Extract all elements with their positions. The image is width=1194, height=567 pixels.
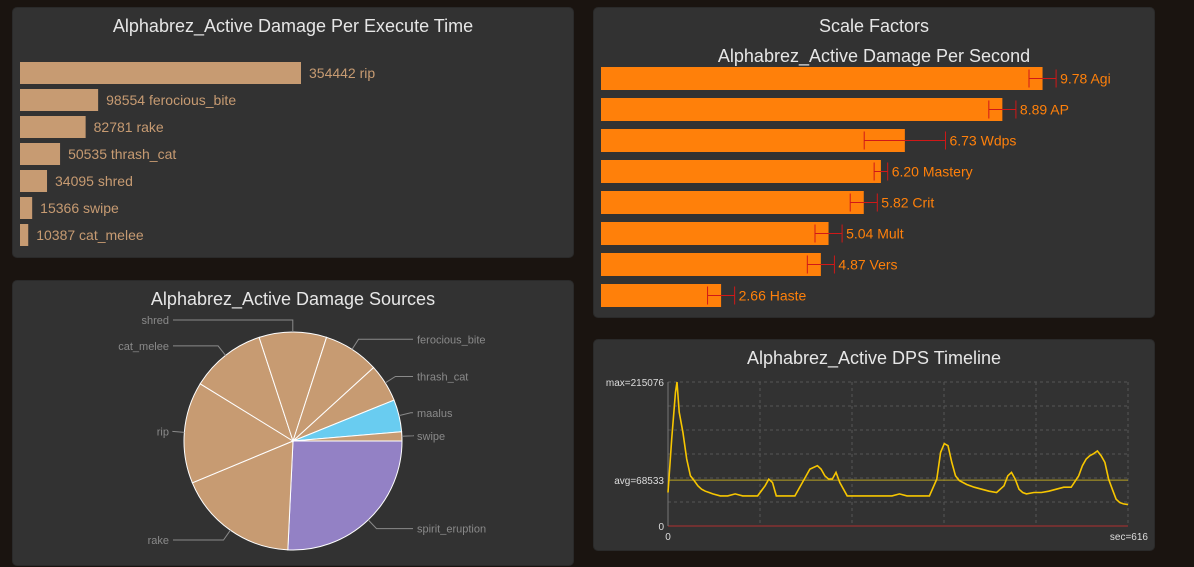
scale-bar-label-Mastery: 6.20 Mastery — [892, 164, 973, 180]
svg-text:maalus: maalus — [417, 408, 453, 420]
svg-text:ferocious_bite: ferocious_bite — [417, 334, 486, 346]
scale-bar-label-Mult: 5.04 Mult — [846, 226, 904, 242]
scale-bar-Wdps — [601, 129, 905, 152]
pie-label-cat_melee: cat_melee — [118, 341, 226, 356]
execute-bar-thrash_cat — [20, 143, 61, 165]
execute-bar-rake — [20, 116, 86, 138]
scale-errorbar-Mult — [814, 224, 843, 243]
pie-label-ferocious_bite: ferocious_bite — [351, 334, 486, 350]
scale-bar-Haste — [601, 284, 722, 307]
pie-slice-cat_melee — [199, 336, 294, 443]
execute-bar-label-rip: 354442 rip — [309, 65, 375, 81]
scale-errorbar-Mastery — [873, 162, 889, 181]
pie-label-maalus: maalus — [398, 408, 453, 420]
svg-text:thrash_cat: thrash_cat — [417, 372, 468, 384]
timeline-x-label-end: sec=616 — [1110, 532, 1149, 543]
pie-slice-swipe — [292, 431, 403, 442]
dps-timeline-title: Alphabrez_Active DPS Timeline — [746, 348, 1002, 368]
pie-slice-spirit_eruption — [287, 440, 403, 551]
damage-sources-panel: Alphabrez_Active Damage Sources spirit_e… — [13, 281, 573, 565]
scale-bar-Agi — [601, 67, 1043, 90]
scale-errorbar-AP — [988, 100, 1017, 119]
timeline-y-label-zero: 0 — [658, 522, 664, 533]
pie-label-rip: rip — [157, 426, 185, 438]
scale-factors-chart: 9.78 Agi 8.89 AP6.73 Wdps 6.20 Mastery 5.82… — [601, 67, 1111, 307]
timeline-grid — [667, 381, 1129, 527]
scale-factors-title: Scale Factors — [818, 16, 930, 36]
pie-label-shred: shred — [141, 315, 294, 332]
timeline-x-label-start: 0 — [665, 532, 671, 543]
dps-timeline-chart: max=215076 avg=68533 00 sec=616 — [606, 378, 1149, 543]
execute-bar-shred — [20, 170, 48, 192]
pie-label-rake: rake — [148, 529, 231, 547]
timeline-dps-line — [667, 381, 1129, 506]
scale-errorbar-Haste — [707, 286, 736, 305]
pie-label-thrash_cat: thrash_cat — [384, 372, 468, 384]
execute-bar-label-rake: 82781 rake — [94, 119, 164, 135]
scale-bar-label-AP: 8.89 AP — [1020, 102, 1069, 118]
scale-bar-label-Crit: 5.82 Crit — [881, 195, 934, 211]
timeline-y-label-avg: avg=68533 — [614, 476, 664, 487]
pie-label-swipe: swipe — [401, 431, 445, 443]
damage-sources-title: Alphabrez_Active Damage Sources — [150, 289, 436, 309]
execute-time-panel: Alphabrez_Active Damage Per Execute Time… — [13, 8, 573, 257]
pie-label-spirit_eruption: spirit_eruption — [367, 519, 486, 536]
execute-bar-cat_melee — [20, 224, 29, 246]
svg-text:cat_melee: cat_melee — [118, 341, 169, 353]
execute-time-title: Alphabrez_Active Damage Per Execute Time — [112, 16, 474, 36]
execute-bar-label-thrash_cat: 50535 thrash_cat — [68, 146, 176, 162]
execute-bar-label-cat_melee: 10387 cat_melee — [36, 227, 144, 243]
scale-bar-Vers — [601, 253, 821, 276]
execute-bar-rip — [20, 62, 301, 84]
svg-text:swipe: swipe — [417, 431, 445, 443]
pie-slice-rip — [183, 383, 295, 484]
pie-slice-rake — [191, 440, 294, 551]
scale-errorbar-Agi — [1028, 69, 1057, 88]
scale-errorbar-Crit — [849, 193, 878, 212]
scale-errorbar-Wdps — [863, 131, 946, 150]
execute-bar-label-ferocious_bite: 98554 ferocious_bite — [106, 92, 236, 108]
execute-bar-label-swipe: 15366 swipe — [40, 200, 119, 216]
scale-bar-Mastery — [601, 160, 881, 183]
scale-errorbar-Vers — [806, 255, 835, 274]
execute-time-chart: 354442 rip 98554 ferocious_bite 82781 rake… — [20, 62, 375, 246]
execute-bar-swipe — [20, 197, 33, 219]
timeline-y-label-max: max=215076 — [606, 378, 665, 389]
scale-bar-label-Vers: 4.87 Vers — [838, 257, 897, 273]
scale-factors-panel: Scale Factors Alphabrez_Active Damage Pe… — [594, 8, 1154, 317]
scale-bar-Mult — [601, 222, 829, 245]
scale-bar-AP — [601, 98, 1003, 121]
scale-bar-label-Wdps: 6.73 Wdps — [949, 133, 1016, 149]
svg-text:rake: rake — [148, 535, 169, 547]
scale-bar-Crit — [601, 191, 864, 214]
svg-text:shred: shred — [141, 315, 169, 327]
scale-bar-label-Agi: 9.78 Agi — [1060, 71, 1111, 87]
execute-bar-ferocious_bite — [20, 89, 99, 111]
scale-factors-subtitle: Alphabrez_Active Damage Per Second — [717, 46, 1031, 66]
dps-timeline-panel: Alphabrez_Active DPS Timeline max=215076… — [594, 340, 1154, 550]
execute-bar-label-shred: 34095 shred — [55, 173, 133, 189]
scale-bar-label-Haste: 2.66 Haste — [739, 288, 807, 304]
svg-text:spirit_eruption: spirit_eruption — [417, 524, 486, 536]
svg-text:rip: rip — [157, 426, 169, 438]
